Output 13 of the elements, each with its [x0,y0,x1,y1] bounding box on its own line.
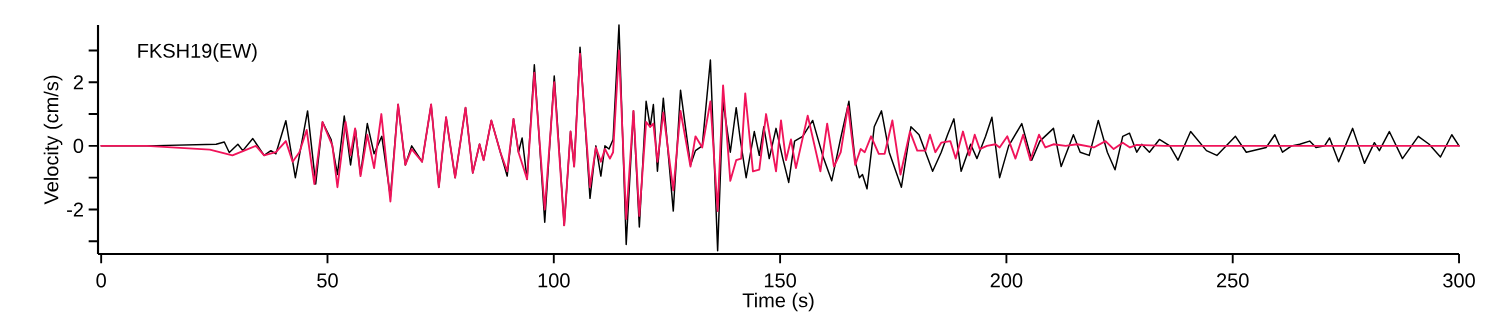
x-tick-label: 200 [990,273,1023,288]
x-tick-label: 300 [1443,273,1475,288]
x-axis-title: Time (s) [742,292,814,312]
x-tick-label: 250 [1217,273,1249,288]
y-tick-label: -2 [67,202,83,217]
x-tick-label: 50 [317,273,338,288]
x-tick-label: 0 [96,273,106,288]
annotation: FKSH19(EW) [138,43,257,62]
y-tick-label: 0 [73,138,84,153]
x-tick-label: 100 [538,273,570,288]
y-axis-title: Velocity (cm/s) [43,75,63,205]
y-tick-label: 2 [73,75,83,90]
x-tick-label: 150 [764,273,796,288]
